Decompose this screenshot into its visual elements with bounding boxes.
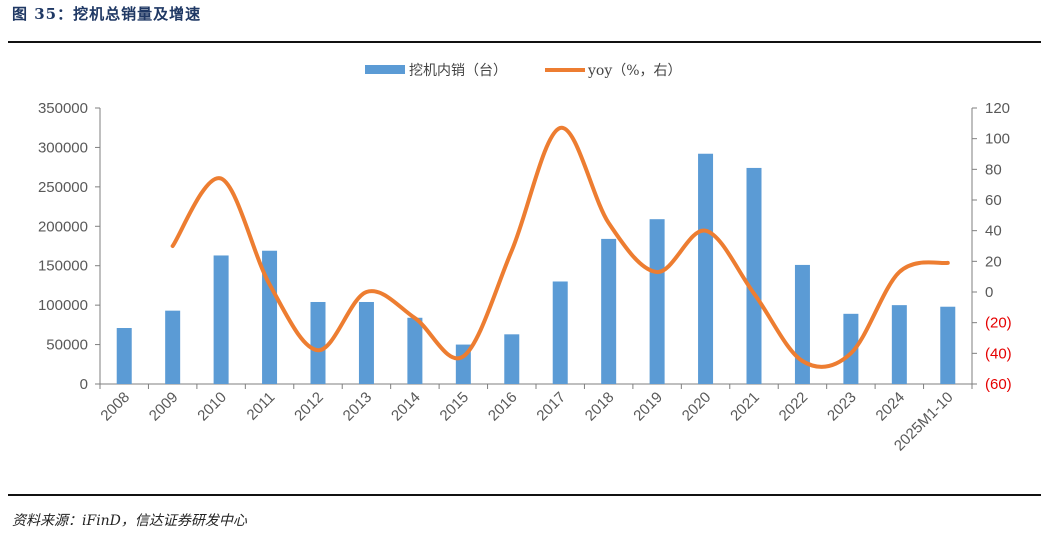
bar bbox=[940, 306, 956, 384]
bar bbox=[794, 264, 810, 384]
right-axis-tick-label: 0 bbox=[985, 284, 993, 301]
bar bbox=[213, 255, 229, 384]
bottom-rule bbox=[8, 494, 1041, 496]
bar bbox=[649, 219, 665, 384]
right-axis-tick-label: 60 bbox=[985, 192, 1002, 209]
x-axis-label: 2015 bbox=[437, 389, 473, 425]
x-axis-label: 2014 bbox=[388, 389, 424, 425]
x-axis-label: 2020 bbox=[679, 389, 715, 425]
right-axis-tick-label: 20 bbox=[985, 253, 1002, 270]
x-axis-label: 2019 bbox=[630, 389, 666, 425]
legend-bar-label: 挖机内销（台） bbox=[409, 63, 507, 79]
bar bbox=[310, 301, 326, 384]
bar bbox=[165, 310, 181, 384]
right-axis-tick-label: 120 bbox=[985, 100, 1010, 117]
bar bbox=[262, 250, 278, 384]
left-axis-tick-label: 350000 bbox=[38, 100, 88, 117]
legend-line-label: yoy（%，右） bbox=[587, 63, 682, 79]
legend: 挖机内销（台） yoy（%，右） bbox=[365, 63, 682, 79]
bar bbox=[407, 317, 423, 384]
bar bbox=[552, 281, 568, 384]
source-note: 资料来源：iFinD，信达证券研发中心 bbox=[12, 513, 247, 529]
right-axis-tick-label: 40 bbox=[985, 223, 1002, 240]
right-axis-tick-label: (40) bbox=[985, 345, 1012, 362]
left-axis-tick-label: 50000 bbox=[46, 337, 88, 354]
x-axis-label: 2012 bbox=[291, 389, 327, 425]
bar bbox=[358, 301, 374, 384]
top-rule bbox=[8, 41, 1041, 43]
x-axis-label: 2021 bbox=[727, 389, 763, 425]
x-axis-label: 2023 bbox=[824, 389, 860, 425]
bar bbox=[891, 305, 907, 384]
x-axis-label: 2011 bbox=[244, 389, 279, 424]
x-axis-label: 2008 bbox=[97, 389, 133, 425]
left-axis-tick-label: 250000 bbox=[38, 179, 88, 196]
left-axis-tick-label: 0 bbox=[80, 376, 88, 393]
right-axis-tick-label: (20) bbox=[985, 315, 1012, 332]
bar-series bbox=[116, 153, 956, 384]
bar bbox=[746, 167, 762, 384]
x-axis-label: 2010 bbox=[194, 389, 230, 425]
line-series bbox=[170, 125, 950, 369]
x-axis-label: 2024 bbox=[873, 389, 909, 425]
left-axis-tick-label: 200000 bbox=[38, 218, 88, 235]
left-axis-tick-label: 300000 bbox=[38, 139, 88, 156]
bar bbox=[698, 153, 714, 384]
left-axis-tick-label: 150000 bbox=[38, 258, 88, 275]
legend-bar-swatch bbox=[365, 65, 405, 74]
axes: 0 50000 100000 150000 200000 250000 300000 3500… bbox=[38, 100, 1012, 454]
right-axis-tick-label: 80 bbox=[985, 161, 1002, 178]
x-axis-label: 2018 bbox=[582, 389, 618, 425]
right-axis-tick-label: (60) bbox=[985, 376, 1012, 393]
x-axis-label: 2009 bbox=[146, 389, 182, 425]
right-axis-tick-label: 100 bbox=[985, 131, 1010, 148]
figure-title: 图 35：挖机总销量及增速 bbox=[12, 5, 202, 23]
bar bbox=[504, 334, 520, 384]
x-axis-label: 2016 bbox=[485, 389, 521, 425]
bar bbox=[116, 328, 132, 384]
x-axis-label: 2017 bbox=[533, 389, 569, 425]
x-axis-label: 2022 bbox=[776, 389, 812, 425]
left-axis-tick-label: 100000 bbox=[38, 297, 88, 314]
bar bbox=[601, 238, 617, 384]
x-axis-label: 2013 bbox=[340, 389, 376, 425]
bar bbox=[843, 313, 859, 384]
